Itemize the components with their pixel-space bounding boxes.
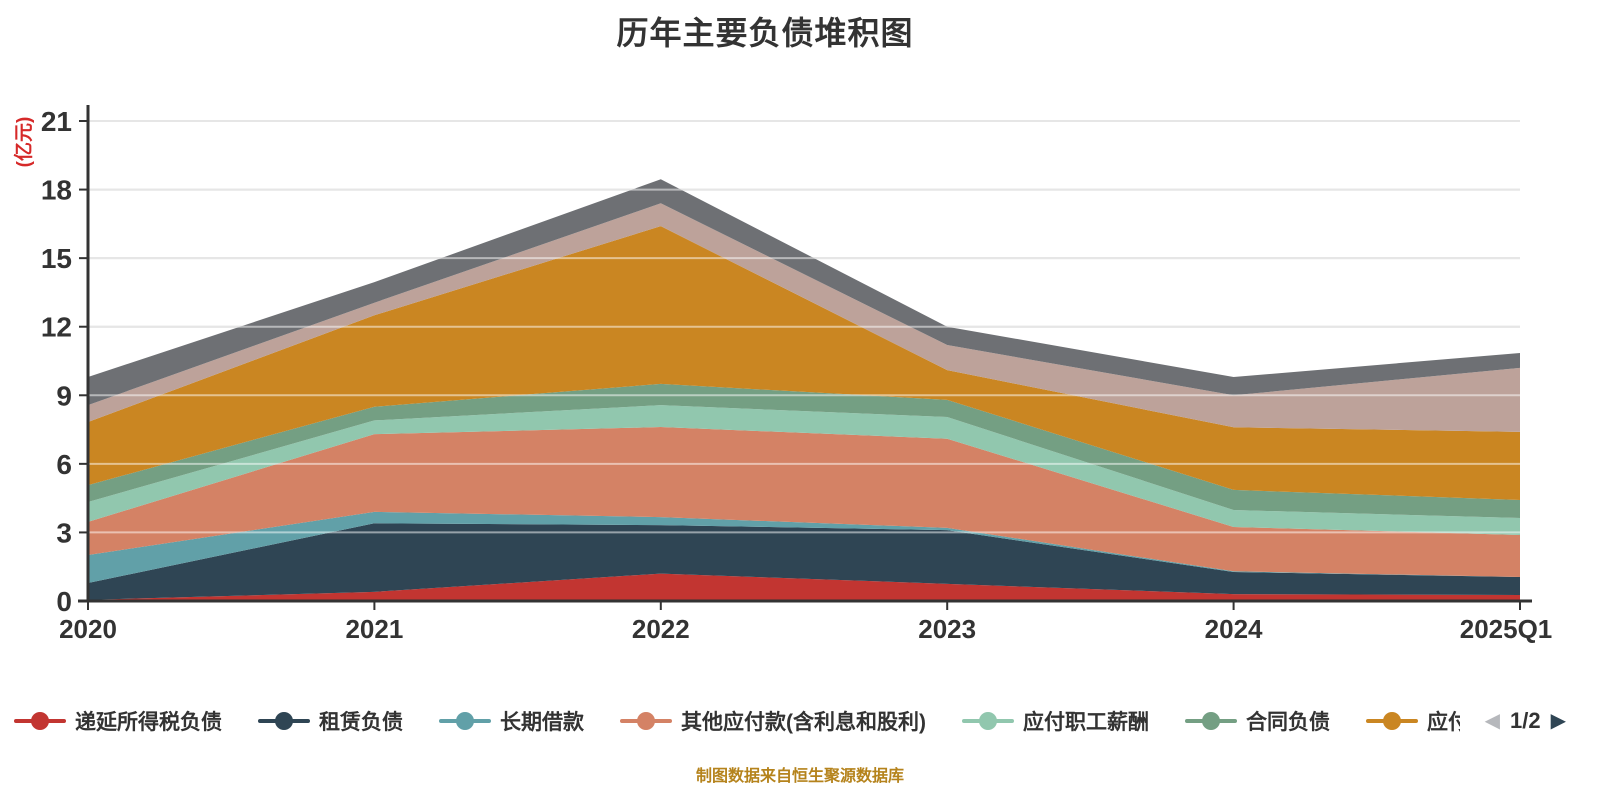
data-source-caption: 制图数据来自恒生聚源数据库 xyxy=(695,768,904,785)
legend-marker-icon xyxy=(258,712,310,730)
area-应付票据及应付账款[interactable] xyxy=(88,226,1520,500)
legend-marker-icon xyxy=(962,712,1014,730)
legend-page-indicator: 1/2 xyxy=(1510,708,1541,733)
y-tick-label-21: 21 xyxy=(41,106,72,137)
y-tick-label-15: 15 xyxy=(41,243,72,274)
y-tick-label-12: 12 xyxy=(41,312,72,343)
x-axis-label-2022: 2022 xyxy=(632,614,690,644)
legend-next-page-icon[interactable]: ▶ xyxy=(1550,710,1566,732)
legend-marker-icon xyxy=(1185,712,1237,730)
legend: 递延所得税负债 租赁负债 长期借款 其他应付款(含利息和股利) 应付职工薪酬 合同负债 应付… xyxy=(0,698,1600,744)
legend-label: 租赁负债 xyxy=(319,711,403,734)
area-应付职工薪酬[interactable] xyxy=(88,405,1520,535)
legend-item-应付职工薪酬[interactable]: 应付职工薪酬 xyxy=(962,706,1149,736)
legend-label: 长期借款 xyxy=(500,711,584,734)
legend-item-合同负债[interactable]: 合同负债 xyxy=(1185,706,1330,736)
legend-marker-icon xyxy=(14,712,66,730)
y-axis-name: (亿元) xyxy=(12,117,35,168)
x-axis-label-2020: 2020 xyxy=(59,614,117,644)
legend-item-应付票据及应付账款[interactable]: 应付票据及应付账款 xyxy=(1366,706,1460,736)
area-series-8[interactable] xyxy=(88,203,1520,432)
legend-marker-icon xyxy=(620,712,672,730)
legend-label: 递延所得税负债 xyxy=(75,711,222,734)
legend-item-租赁负债[interactable]: 租赁负债 xyxy=(258,706,403,736)
legend-item-其他应付款(含利息和股利)[interactable]: 其他应付款(含利息和股利) xyxy=(620,706,926,736)
legend-prev-page-icon[interactable]: ◀ xyxy=(1484,710,1501,732)
area-合同负债[interactable] xyxy=(88,383,1520,519)
chart-title: 历年主要负债堆积图 xyxy=(616,15,914,51)
x-axis-label-2024: 2024 xyxy=(1205,614,1263,644)
y-tick-label-18: 18 xyxy=(41,175,72,206)
legend-marker-icon xyxy=(1366,712,1418,730)
area-series-9[interactable] xyxy=(88,179,1520,406)
x-axis-label-2025Q1: 2025Q1 xyxy=(1460,614,1553,644)
area-长期借款[interactable] xyxy=(88,511,1520,583)
x-axis-label-2021: 2021 xyxy=(345,614,403,644)
y-tick-label-9: 9 xyxy=(56,380,72,411)
legend-marker-icon xyxy=(439,712,491,730)
legend-items: 递延所得税负债 租赁负债 长期借款 其他应付款(含利息和股利) 应付职工薪酬 合同负债 应付… xyxy=(0,698,1460,744)
area-递延所得税负债[interactable] xyxy=(88,573,1520,601)
legend-item-递延所得税负债[interactable]: 递延所得税负债 xyxy=(14,706,222,736)
y-tick-label-0: 0 xyxy=(56,586,72,617)
chart-canvas[interactable]: 0 3 6 9 12 15 18 21 2020 2021 2022 2023 2024 2025Q1 (亿… xyxy=(0,0,1600,660)
legend-pager: ◀ 1/2 ▶ xyxy=(1474,698,1566,744)
legend-label: 合同负债 xyxy=(1246,711,1330,734)
legend-label: 其他应付款(含利息和股利) xyxy=(681,711,926,734)
legend-label: 应付职工薪酬 xyxy=(1023,711,1149,734)
y-tick-label-6: 6 xyxy=(56,449,72,480)
x-axis-label-2023: 2023 xyxy=(918,614,976,644)
y-tick-label-3: 3 xyxy=(56,517,72,548)
legend-label: 应付票据及应付账款 xyxy=(1427,711,1460,734)
legend-item-长期借款[interactable]: 长期借款 xyxy=(439,706,584,736)
area-租赁负债[interactable] xyxy=(88,523,1520,600)
